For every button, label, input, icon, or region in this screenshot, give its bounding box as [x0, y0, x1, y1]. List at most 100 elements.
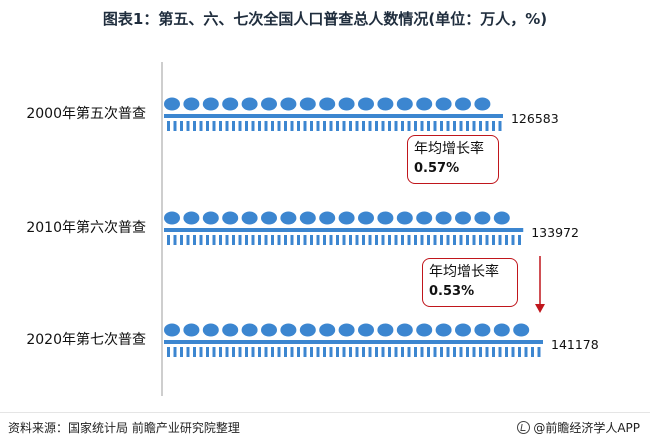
person-leg	[284, 235, 287, 245]
person-leg	[329, 235, 333, 245]
person-leg	[407, 347, 411, 357]
person-leg	[271, 347, 274, 357]
person-head	[338, 323, 355, 337]
person-leg	[303, 347, 307, 357]
person-leg	[459, 235, 463, 245]
person-leg	[212, 121, 216, 131]
person-head	[377, 211, 394, 225]
person-head	[493, 323, 510, 337]
person-leg	[277, 121, 281, 131]
person-leg	[479, 121, 482, 131]
person-head	[338, 97, 355, 111]
person-leg	[290, 121, 294, 131]
growth-rate-callout-2: 年均增长率 0.53%	[422, 258, 518, 307]
person-leg	[245, 121, 248, 131]
bar-band	[164, 340, 543, 344]
person-leg	[479, 235, 482, 245]
arrow-head	[535, 304, 545, 313]
person-leg	[297, 235, 300, 245]
person-leg	[511, 347, 515, 357]
person-leg	[323, 347, 326, 357]
person-leg	[264, 235, 268, 245]
growth-rate-callout-1: 年均增长率 0.57%	[407, 135, 499, 184]
person-head	[241, 97, 258, 111]
person-leg	[310, 235, 313, 245]
person-leg	[336, 347, 339, 357]
pictogram-bar-chart: 2000年第五次普查 126583 2010年第六次普查 133972 2020年第七次…	[26, 62, 599, 396]
person-head	[474, 97, 491, 111]
person-leg	[180, 235, 183, 245]
person-leg	[173, 347, 177, 357]
person-leg	[329, 347, 333, 357]
person-head	[183, 97, 200, 111]
category-label: 2020年第七次普查	[26, 331, 146, 348]
person-leg	[199, 121, 203, 131]
person-leg	[453, 347, 456, 357]
person-leg	[459, 347, 463, 357]
person-leg	[362, 121, 365, 131]
person-leg	[342, 347, 346, 357]
person-head	[455, 97, 471, 111]
person-leg	[394, 235, 398, 245]
person-leg	[518, 235, 521, 245]
person-leg	[303, 121, 307, 131]
bar-1	[164, 97, 503, 131]
bar-2	[164, 211, 524, 245]
person-leg	[219, 235, 222, 245]
person-leg	[472, 121, 476, 131]
person-leg	[271, 121, 274, 131]
person-leg	[219, 347, 222, 357]
person-leg	[368, 347, 372, 357]
person-leg	[167, 347, 170, 357]
person-head	[338, 211, 355, 225]
person-head	[261, 211, 277, 225]
person-leg	[277, 235, 281, 245]
person-head	[319, 211, 336, 225]
person-leg	[303, 235, 307, 245]
person-leg	[381, 235, 385, 245]
person-leg	[401, 121, 404, 131]
person-leg	[388, 121, 391, 131]
person-head	[377, 323, 394, 337]
person-leg	[492, 347, 495, 357]
bar-band	[164, 228, 524, 232]
person-leg	[199, 347, 203, 357]
person-leg	[271, 235, 274, 245]
person-leg	[446, 347, 450, 357]
person-leg	[225, 347, 229, 357]
person-leg	[427, 121, 430, 131]
person-leg	[329, 121, 333, 131]
person-head	[261, 323, 277, 337]
person-leg	[440, 121, 443, 131]
person-leg	[186, 347, 190, 357]
person-leg	[232, 347, 235, 357]
person-leg	[375, 121, 378, 131]
person-leg	[173, 235, 177, 245]
person-leg	[199, 235, 203, 245]
person-leg	[453, 121, 456, 131]
person-head	[202, 97, 219, 111]
person-head	[164, 323, 180, 337]
person-leg	[232, 235, 235, 245]
person-head	[358, 211, 374, 225]
person-leg	[518, 347, 521, 357]
person-leg	[245, 347, 248, 357]
person-leg	[225, 121, 229, 131]
person-leg	[349, 121, 352, 131]
person-leg	[206, 347, 209, 357]
person-leg	[466, 121, 469, 131]
person-leg	[362, 347, 365, 357]
person-head	[396, 323, 413, 337]
person-leg	[290, 235, 294, 245]
person-head	[164, 97, 180, 111]
person-leg	[232, 121, 235, 131]
person-head	[455, 323, 471, 337]
person-head	[493, 211, 510, 225]
person-head	[261, 97, 277, 111]
person-leg	[433, 121, 437, 131]
chart-title: 图表1：第五、六、七次全国人口普查总人数情况(单位：万人，%)	[102, 10, 548, 28]
brand-credit: @前瞻经济学人APP	[517, 419, 640, 436]
person-leg	[355, 235, 359, 245]
category-label: 2010年第六次普查	[26, 219, 146, 236]
person-leg	[375, 235, 378, 245]
